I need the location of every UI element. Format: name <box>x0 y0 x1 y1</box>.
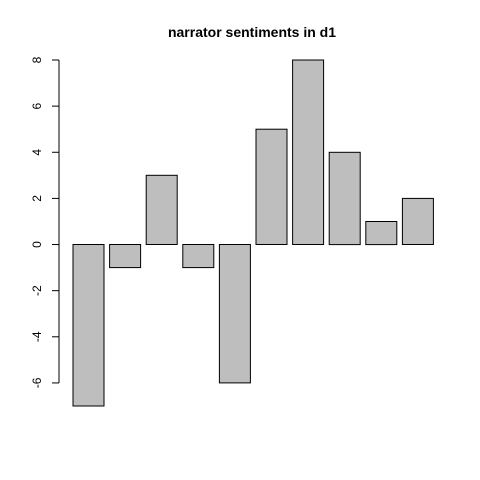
bar <box>328 151 361 246</box>
bar <box>255 128 288 245</box>
bar <box>218 244 251 384</box>
y-tick-label: 4 <box>30 149 44 156</box>
y-axis: -6 -4 -2 0 2 4 6 8 <box>30 56 60 388</box>
y-tick-label: 8 <box>30 56 44 63</box>
y-tick-label: 2 <box>30 195 44 202</box>
bar <box>72 244 105 407</box>
chart-title: narrator sentiments in d1 <box>168 24 336 40</box>
bar <box>401 197 434 245</box>
bar <box>182 244 215 269</box>
bar <box>145 174 178 245</box>
y-tick-label: -4 <box>30 331 44 342</box>
bars-group <box>72 59 434 407</box>
bar <box>292 59 325 245</box>
bar <box>365 221 398 246</box>
y-tick-label: -2 <box>30 285 44 296</box>
bar <box>109 244 142 269</box>
y-tick-label: 0 <box>30 241 44 248</box>
y-tick-label: -6 <box>30 377 44 388</box>
y-tick-label: 6 <box>30 102 44 109</box>
